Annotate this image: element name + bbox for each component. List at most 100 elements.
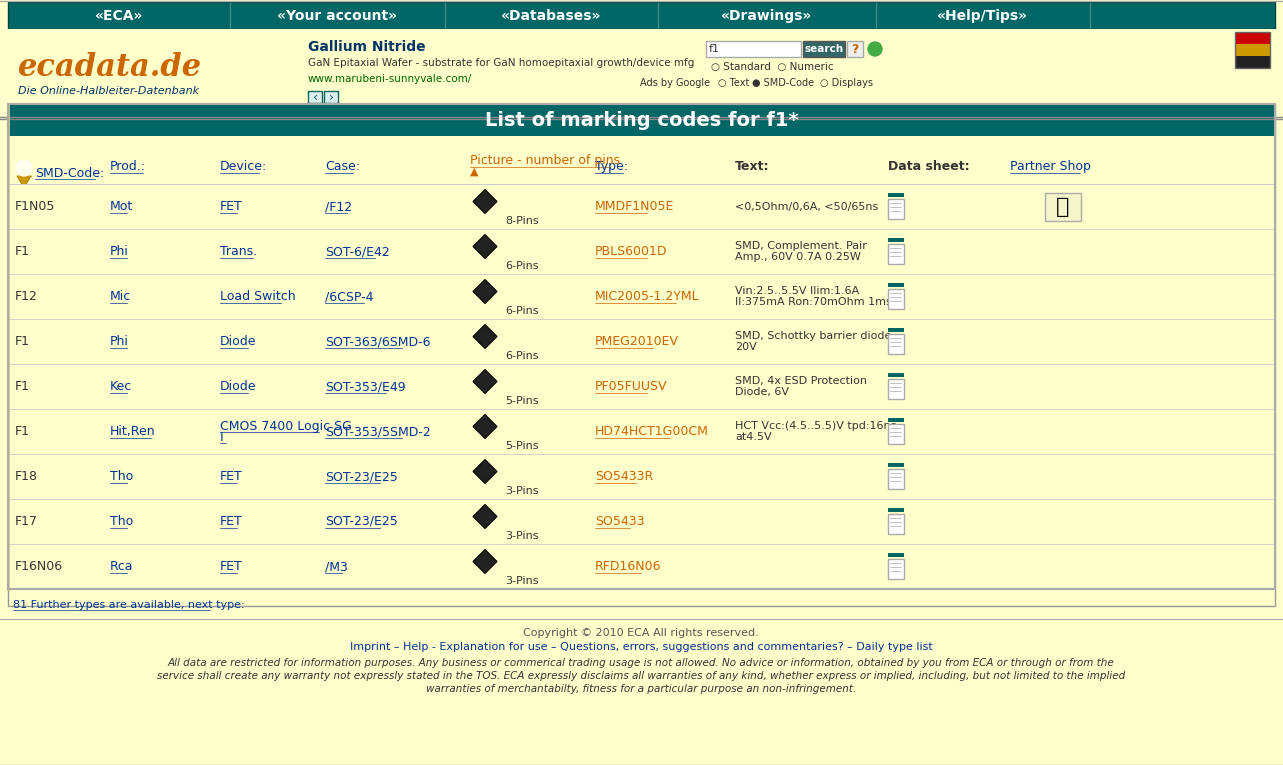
Text: CMOS 7400 Logic SG: CMOS 7400 Logic SG (219, 419, 352, 432)
Text: SMD, Schottky barrier diode,: SMD, Schottky barrier diode, (735, 331, 894, 341)
Text: /F12: /F12 (325, 200, 352, 213)
Bar (888, 418, 905, 422)
Text: Copyright © 2010 ECA All rights reserved.: Copyright © 2010 ECA All rights reserved… (523, 628, 758, 638)
Polygon shape (473, 369, 497, 393)
Polygon shape (473, 415, 497, 438)
Text: Prod.:: Prod.: (110, 159, 146, 172)
Text: Imprint – Help - Explanation for use – Questions, errors, suggestions and commen: Imprint – Help - Explanation for use – Q… (350, 642, 933, 652)
Text: Data sheet:: Data sheet: (888, 159, 970, 172)
Text: /M3: /M3 (325, 560, 348, 573)
Text: /6CSP-4: /6CSP-4 (325, 290, 373, 303)
Polygon shape (473, 504, 497, 529)
Bar (8, 499, 1275, 544)
Bar (888, 424, 905, 444)
Text: F1N05: F1N05 (15, 200, 55, 213)
Text: PBLS6001D: PBLS6001D (595, 245, 667, 258)
Text: 8-Pins: 8-Pins (506, 216, 539, 226)
Text: «Your account»: «Your account» (277, 8, 396, 22)
Text: search: search (804, 44, 843, 54)
Text: F1: F1 (15, 335, 30, 348)
Bar (888, 282, 905, 287)
Text: Mot: Mot (110, 200, 133, 213)
Text: ○ Standard  ○ Numeric: ○ Standard ○ Numeric (711, 62, 834, 72)
Bar (8, 2, 1275, 29)
Text: Il:375mA Ron:70mOhm 1ms: Il:375mA Ron:70mOhm 1ms (735, 297, 892, 307)
Bar (888, 373, 905, 376)
Text: I: I (219, 431, 223, 444)
Text: «Databases»: «Databases» (500, 8, 602, 22)
Bar (1236, 32, 1270, 68)
Text: F16N06: F16N06 (15, 560, 63, 573)
Text: ›: › (328, 90, 334, 103)
Text: HD74HCT1G00CM: HD74HCT1G00CM (595, 425, 709, 438)
Text: F1: F1 (15, 425, 30, 438)
Bar (888, 193, 905, 197)
Bar (308, 91, 322, 103)
Text: 3-Pins: 3-Pins (506, 531, 539, 541)
Text: Diode, 6V: Diode, 6V (735, 387, 789, 397)
Text: SOT-23/E25: SOT-23/E25 (325, 515, 398, 528)
Text: FET: FET (219, 200, 242, 213)
Text: Tho: Tho (110, 515, 133, 528)
Bar (888, 558, 905, 578)
Bar (1236, 44, 1270, 56)
Text: HCT Vcc:(4.5..5.5)V tpd:16ns: HCT Vcc:(4.5..5.5)V tpd:16ns (735, 421, 897, 431)
Text: Case:: Case: (325, 159, 361, 172)
Text: Load Switch: Load Switch (219, 290, 295, 303)
Bar (8, 454, 1275, 499)
Text: Vin:2.5..5.5V Ilim:1.6A: Vin:2.5..5.5V Ilim:1.6A (735, 286, 860, 296)
Bar (8, 274, 1275, 319)
Bar (8, 544, 1275, 589)
Text: SOT-6/E42: SOT-6/E42 (325, 245, 390, 258)
Polygon shape (473, 279, 497, 304)
Text: Phi: Phi (110, 245, 128, 258)
Bar (888, 243, 905, 263)
Text: F1: F1 (15, 380, 30, 393)
Text: ● SMD-Code: ● SMD-Code (752, 78, 815, 88)
Text: Partner Shop: Partner Shop (1010, 159, 1091, 172)
Text: at4.5V: at4.5V (735, 432, 771, 442)
Text: Phi: Phi (110, 335, 128, 348)
Text: Kec: Kec (110, 380, 132, 393)
Bar (8, 104, 1275, 606)
Bar (1044, 193, 1082, 220)
Text: SOT-353/E49: SOT-353/E49 (325, 380, 405, 393)
Text: Text:: Text: (735, 159, 770, 172)
Polygon shape (473, 190, 497, 213)
Text: F12: F12 (15, 290, 38, 303)
Text: «Drawings»: «Drawings» (721, 8, 812, 22)
Bar (888, 198, 905, 219)
Text: Tho: Tho (110, 470, 133, 483)
Text: ecadata.de: ecadata.de (18, 51, 203, 83)
Text: ‹: ‹ (313, 90, 317, 103)
Text: ○ Text: ○ Text (718, 78, 749, 88)
Text: F17: F17 (15, 515, 38, 528)
Text: F18: F18 (15, 470, 38, 483)
Text: SOT-363/6SMD-6: SOT-363/6SMD-6 (325, 335, 431, 348)
Bar (8, 184, 1275, 229)
Polygon shape (473, 324, 497, 349)
Text: Picture - number of pins: Picture - number of pins (470, 154, 620, 167)
Polygon shape (473, 549, 497, 574)
Text: Die Online-Halbleiter-Datenbank: Die Online-Halbleiter-Datenbank (18, 86, 199, 96)
Text: SMD-Code:: SMD-Code: (35, 167, 104, 180)
Bar (8, 364, 1275, 409)
Text: MIC2005-1.2YML: MIC2005-1.2YML (595, 290, 699, 303)
Bar (706, 41, 801, 57)
Bar (8, 229, 1275, 274)
Text: SOT-23/E25: SOT-23/E25 (325, 470, 398, 483)
Bar (0, 29, 1283, 119)
Text: Mic: Mic (110, 290, 131, 303)
Text: Trans.: Trans. (219, 245, 257, 258)
Circle shape (869, 42, 881, 56)
Bar (888, 552, 905, 556)
Text: 81 Further types are available, next type:: 81 Further types are available, next typ… (13, 600, 245, 610)
Text: Gallium Nitride: Gallium Nitride (308, 40, 426, 54)
Text: 6-Pins: 6-Pins (506, 306, 539, 316)
Text: 5-Pins: 5-Pins (506, 396, 539, 406)
Text: Hit,Ren: Hit,Ren (110, 425, 155, 438)
Text: GaN Epitaxial Wafer - substrate for GaN homoepitaxial growth/device mfg: GaN Epitaxial Wafer - substrate for GaN … (308, 58, 694, 68)
Bar (888, 334, 905, 353)
Text: Type:: Type: (595, 159, 627, 172)
Bar (803, 41, 845, 57)
